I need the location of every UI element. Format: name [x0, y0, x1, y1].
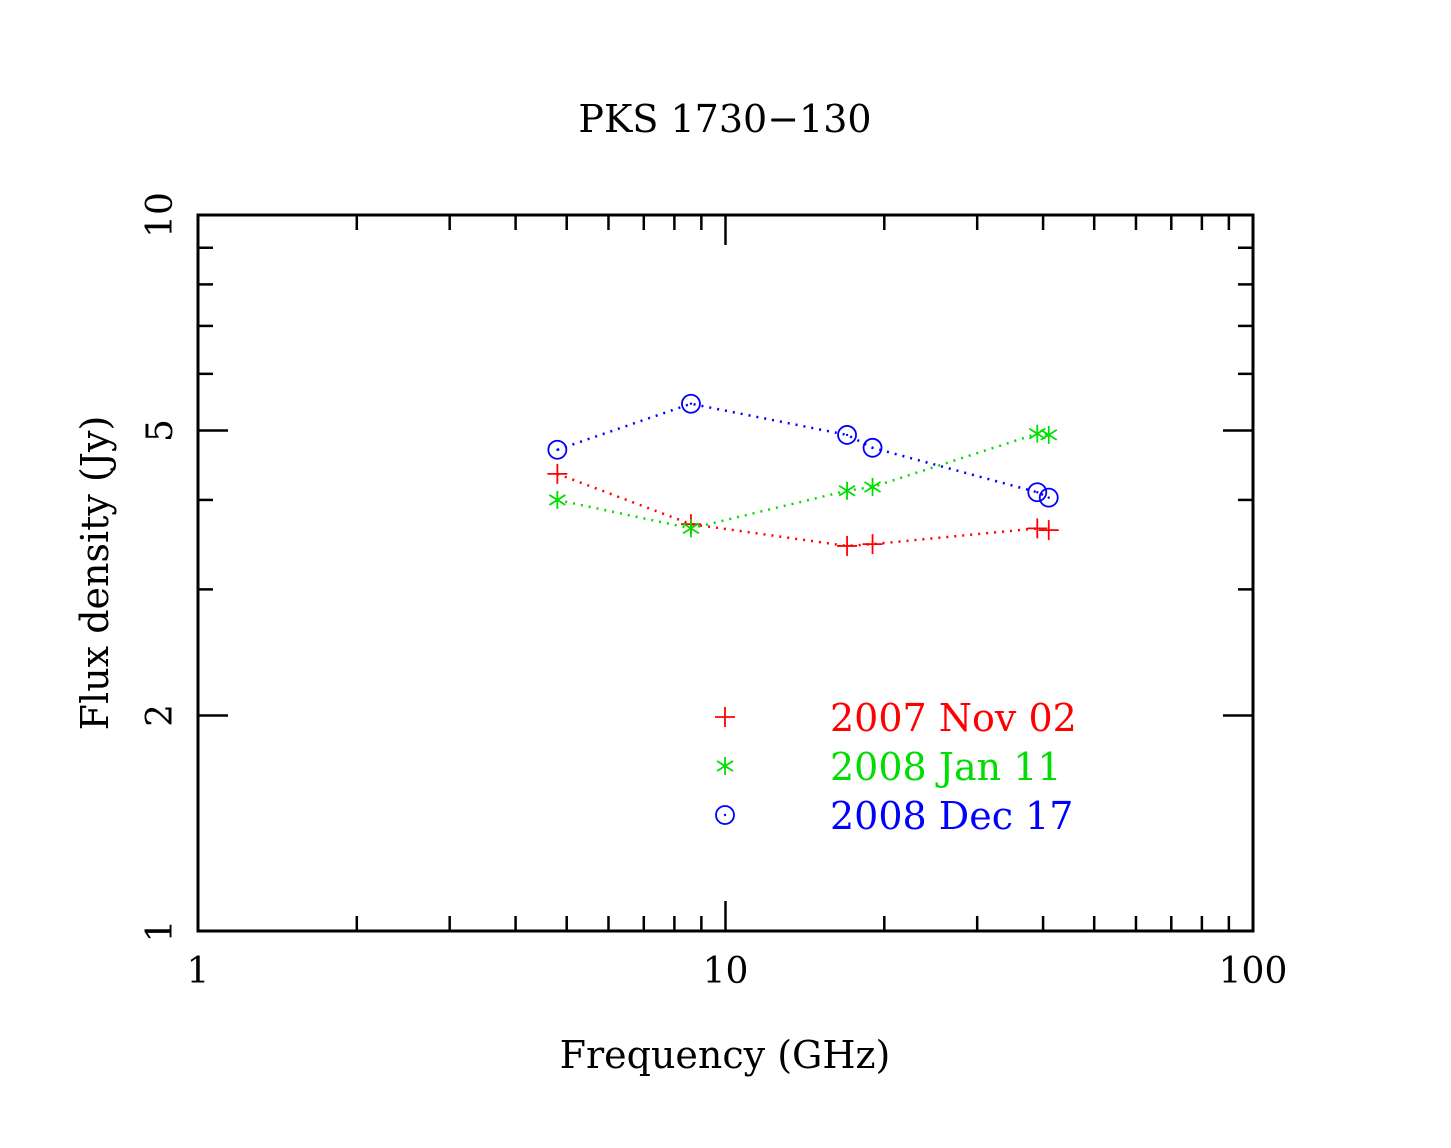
data-point: [862, 437, 883, 458]
series-layer: [547, 393, 1059, 556]
y-tick-label: 10: [140, 192, 181, 238]
y-tick-label: 2: [140, 704, 181, 727]
legend: 2007 Nov 02 2008 Jan 11 2008 Dec 17: [715, 696, 1077, 838]
y-tick-label: 5: [140, 419, 181, 442]
data-point: [838, 481, 856, 500]
data-point: [1028, 424, 1046, 443]
y-tick-label: 1: [140, 920, 181, 943]
data-point: [547, 463, 568, 484]
data-point: [837, 425, 857, 445]
legend-marker: [715, 707, 735, 727]
plot-frame: [196, 213, 1255, 933]
legend-marker: [716, 757, 734, 775]
data-point: [681, 393, 701, 414]
data-point: [837, 535, 858, 556]
data-point: [682, 519, 700, 538]
series-line-3: [556, 402, 1050, 499]
legend-label: 2007 Nov 02: [830, 696, 1077, 740]
data-point: [547, 439, 568, 460]
legend-label: 2008 Dec 17: [830, 794, 1073, 838]
data-point: [1027, 482, 1048, 503]
data-point: [1027, 518, 1048, 539]
chart-title: PKS 1730−130: [578, 97, 871, 141]
x-tick-label: 10: [703, 951, 749, 992]
x-tick-label: 1: [187, 951, 210, 992]
x-tick-label: 100: [1219, 951, 1288, 992]
series-line-2: [557, 432, 1049, 530]
series-line-1: [556, 472, 1049, 548]
data-point: [1038, 487, 1059, 508]
legend-marker: [715, 805, 735, 825]
legend-label: 2008 Jan 11: [830, 745, 1062, 789]
data-point: [548, 490, 566, 509]
data-point: [862, 534, 883, 555]
y-axis-label: Flux density (Jy): [73, 416, 117, 731]
x-axis-label: Frequency (GHz): [560, 1033, 891, 1077]
data-point: [864, 477, 882, 496]
data-point: [1040, 425, 1058, 444]
tick-labels: 1 10 100 1 2 5 10: [140, 192, 1287, 992]
data-point: [1038, 520, 1059, 541]
